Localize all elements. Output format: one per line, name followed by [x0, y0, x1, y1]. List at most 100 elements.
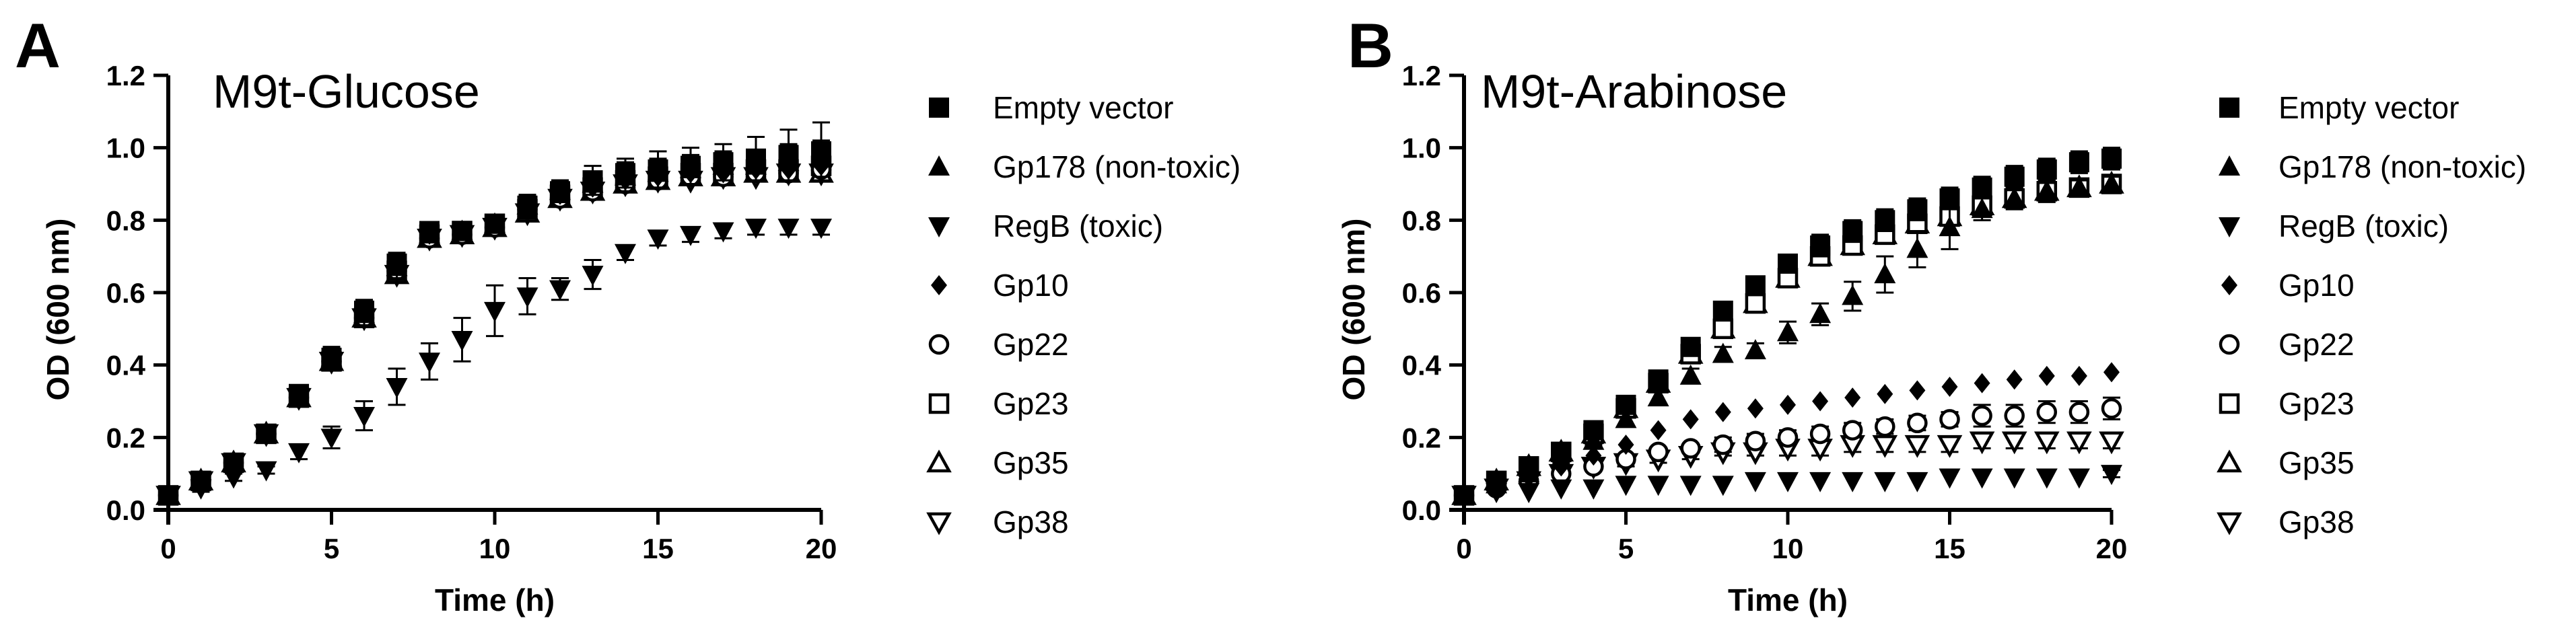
data-point — [2068, 152, 2089, 173]
data-point — [2101, 398, 2122, 419]
panel-a-x-tick-label: 20 — [806, 533, 837, 564]
data-point — [1809, 472, 1832, 492]
data-point — [2036, 402, 2058, 422]
data-point — [1906, 237, 1928, 258]
panel-b-y-tick-label: 0.2 — [1402, 422, 1441, 453]
legend-label-gp22: Gp22 — [2278, 327, 2355, 362]
data-point — [1648, 369, 1669, 390]
data-point — [1682, 409, 1699, 430]
data-point — [1518, 483, 1540, 504]
panel-a-letter: A — [15, 10, 61, 81]
data-point — [1615, 408, 1637, 428]
data-point — [1972, 405, 1992, 426]
data-point — [517, 195, 538, 216]
data-point — [2036, 159, 2057, 180]
panel-b-title: M9t-Arabinose — [1481, 65, 1787, 118]
data-point — [354, 300, 374, 321]
data-point — [1875, 210, 1895, 231]
data-point — [223, 453, 244, 474]
panel-b-y-tick-label: 1.2 — [1402, 60, 1441, 91]
data-point — [256, 423, 277, 444]
data-point — [386, 253, 407, 274]
legend-marker-gp10 — [931, 275, 947, 295]
data-point — [255, 461, 277, 482]
data-point — [2068, 176, 2090, 196]
panel-b-y-tick-label: 0.4 — [1402, 350, 1442, 381]
panel-b-y-tick-label: 0.6 — [1402, 277, 1441, 309]
data-point — [2103, 362, 2120, 383]
legend-label-gp38: Gp38 — [993, 504, 1069, 539]
data-point — [2004, 166, 2025, 187]
panel-a-x-tick-label: 0 — [160, 533, 176, 564]
data-point — [1454, 485, 1474, 506]
data-point — [1939, 468, 1961, 489]
data-point — [288, 443, 310, 463]
data-point — [1780, 394, 1796, 415]
data-point — [1712, 318, 1734, 340]
panel-b-x-tick-label: 0 — [1456, 533, 1471, 564]
legend-marker-gp38 — [926, 512, 952, 535]
legend-label-gp38: Gp38 — [2278, 504, 2355, 539]
data-point — [451, 330, 473, 351]
data-point — [1712, 476, 1734, 496]
data-point — [1939, 188, 1960, 209]
panel-a-legend: Empty vector Gp178 (non-toxic) RegB (toxic… — [926, 90, 1241, 539]
data-point — [484, 301, 506, 322]
legend-label-empty-vector: Empty vector — [993, 90, 1173, 125]
data-point — [2101, 172, 2122, 193]
data-point — [419, 352, 440, 373]
legend-marker-gp22 — [928, 334, 950, 355]
panel-b-y-tick-label: 0.8 — [1402, 204, 1441, 236]
data-point — [1615, 394, 1636, 415]
data-point — [1874, 472, 1896, 492]
data-point — [2066, 431, 2092, 455]
data-point — [713, 152, 734, 173]
legend-label-regb-toxic: RegB (toxic) — [2278, 209, 2449, 243]
data-point — [615, 163, 635, 184]
data-point — [1745, 293, 1766, 314]
panel-b-series-empty-vector — [1454, 147, 2122, 506]
data-point — [1969, 431, 1995, 455]
data-point — [1585, 445, 1602, 466]
legend-marker-gp178-non-toxic — [2219, 155, 2240, 176]
legend-marker-gp10 — [2221, 275, 2237, 295]
data-point — [810, 219, 832, 239]
data-point — [1712, 342, 1734, 363]
panel-a-y-tick-label: 1.0 — [106, 133, 145, 164]
data-point — [1809, 303, 1832, 324]
panel-a-y-tick-label: 0.8 — [106, 204, 145, 236]
data-point — [1680, 336, 1701, 357]
data-point — [1941, 376, 1958, 397]
data-point — [1647, 386, 1669, 407]
legend-marker-empty-vector — [2219, 98, 2239, 118]
panel-a-series-regb-toxic — [158, 219, 832, 507]
panel-a-x-tick-label: 10 — [479, 533, 511, 564]
data-point — [1875, 416, 1895, 437]
legend-marker-regb-toxic — [928, 217, 950, 237]
data-point — [1582, 479, 1605, 500]
legend-label-regb-toxic: RegB (toxic) — [993, 209, 1163, 243]
panel-a-x-tick-label: 15 — [642, 533, 674, 564]
panel-a-y-axis-label: OD (600 nm) — [40, 219, 75, 401]
panel-a-y-tick-label: 0.6 — [106, 277, 145, 309]
data-point — [1679, 476, 1702, 496]
data-point — [452, 221, 473, 241]
data-point — [1904, 435, 1930, 458]
data-point — [681, 155, 701, 176]
data-point — [516, 287, 538, 308]
panel-b-y-tick-label: 1.0 — [1402, 133, 1441, 164]
legend-marker-empty-vector — [929, 98, 949, 118]
data-point — [1842, 420, 1863, 441]
data-point — [1907, 199, 1928, 220]
data-point — [2101, 148, 2122, 169]
data-point — [1650, 420, 1667, 441]
legend-marker-gp22 — [2219, 334, 2240, 355]
data-point — [2003, 187, 2025, 208]
data-point — [1907, 412, 1928, 434]
panel-b-x-tick-label: 15 — [1934, 533, 1965, 564]
data-point — [1842, 472, 1864, 492]
data-point — [1486, 470, 1507, 491]
legend-label-gp23: Gp23 — [2278, 386, 2355, 421]
data-point — [1745, 275, 1766, 296]
data-point — [2003, 468, 2025, 489]
